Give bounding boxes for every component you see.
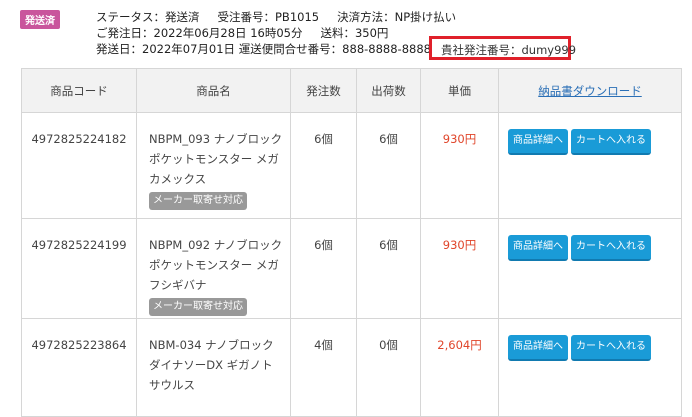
status-text: ステータス：発送済 <box>96 10 200 24</box>
highlight-box: 貴社発注番号：dumy999 <box>429 36 576 60</box>
invoice-download-link[interactable]: 納品書ダウンロード <box>538 83 642 98</box>
product-detail-button[interactable]: 商品詳細へ <box>508 235 568 261</box>
shipped-qty: 6個 <box>356 112 421 219</box>
table-row: 4972825223864 NBM-034 ナノブロック ダイナソーDX ギガノ… <box>21 318 682 417</box>
product-code: 4972825223864 <box>21 318 137 417</box>
add-to-cart-button[interactable]: カートへ入れる <box>571 335 651 361</box>
ordered-qty: 6個 <box>290 112 357 219</box>
shipped-qty: 6個 <box>356 218 421 319</box>
header-code: 商品コード <box>21 68 137 113</box>
ordered-qty: 4個 <box>290 318 357 417</box>
product-name: NBPM_092 ナノブロック ポケットモンスター メガフシギバナ <box>149 238 283 292</box>
table-row: 4972825224199 NBPM_092 ナノブロック ポケットモンスター … <box>21 218 682 319</box>
order-items-table: 商品コード 商品名 発注数 出荷数 単価 納品書ダウンロード 497282522… <box>21 68 682 417</box>
ship-date: 発送日：2022年07月01日 運送便問合せ番号：888-8888-8888 <box>96 42 431 56</box>
table-header: 商品コード 商品名 発注数 出荷数 単価 納品書ダウンロード <box>21 68 682 113</box>
product-name: NBM-034 ナノブロック ダイナソーDX ギガノトサウルス <box>149 338 274 392</box>
order-info: ステータス：発送済 受注番号：PB1015 決済方法：NP掛け払い ご発注日：202… <box>96 9 474 57</box>
header-name: 商品名 <box>136 68 291 113</box>
product-detail-button[interactable]: 商品詳細へ <box>508 335 568 361</box>
order-tag: メーカー取寄せ対応 <box>149 298 247 316</box>
unit-price: 2,604円 <box>420 318 499 417</box>
order-number: 受注番号：PB1015 <box>217 10 320 24</box>
status-badge: 発送済 <box>20 10 60 29</box>
product-code: 4972825224182 <box>21 112 137 219</box>
product-detail-button[interactable]: 商品詳細へ <box>508 129 568 155</box>
shipped-qty: 0個 <box>356 318 421 417</box>
ordered-qty: 6個 <box>290 218 357 319</box>
header-shipped: 出荷数 <box>356 68 421 113</box>
table-row: 4972825224182 NBPM_093 ナノブロック ポケットモンスター … <box>21 112 682 219</box>
unit-price: 930円 <box>420 112 499 219</box>
unit-price: 930円 <box>420 218 499 319</box>
order-date: ご発注日：2022年06月28日 16時05分 <box>96 26 303 40</box>
your-order-number: 貴社発注番号：dumy999 <box>441 43 577 57</box>
add-to-cart-button[interactable]: カートへ入れる <box>571 235 651 261</box>
header-ordered: 発注数 <box>290 68 357 113</box>
order-tag: メーカー取寄せ対応 <box>149 192 247 210</box>
header-price: 単価 <box>420 68 499 113</box>
shipping-fee: 送料：350円 <box>320 26 389 40</box>
add-to-cart-button[interactable]: カートへ入れる <box>571 129 651 155</box>
payment-method: 決済方法：NP掛け払い <box>337 10 457 24</box>
product-code: 4972825224199 <box>21 218 137 319</box>
product-name: NBPM_093 ナノブロック ポケットモンスター メガカメックス <box>149 132 283 186</box>
